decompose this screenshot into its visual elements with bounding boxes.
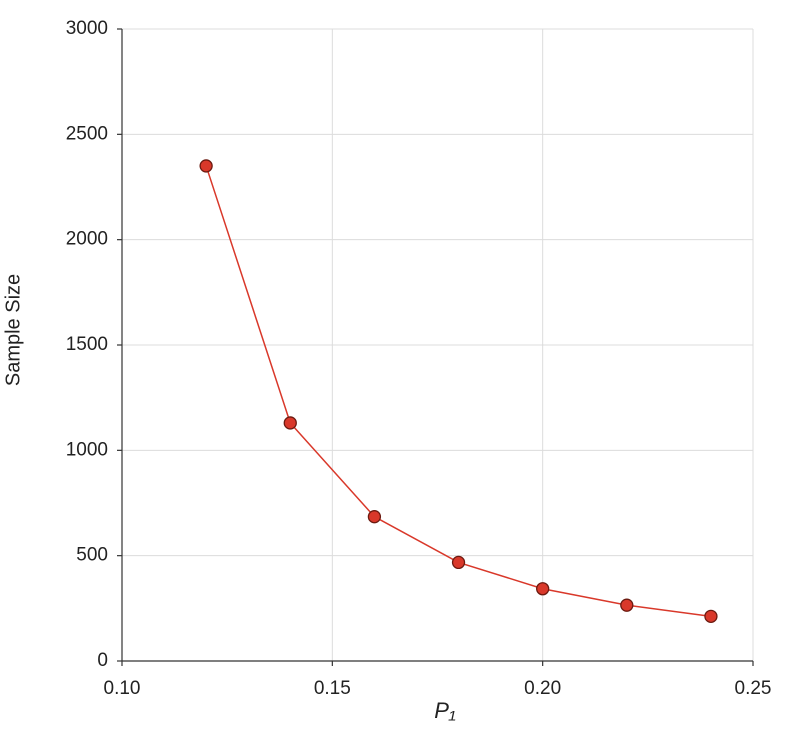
data-point <box>283 416 297 430</box>
y-tick-label: 500 <box>76 545 108 566</box>
data-point <box>620 598 634 612</box>
y-tick-label: 0 <box>97 650 108 671</box>
x-tick-label: 0.25 <box>735 678 772 699</box>
y-tick-label: 1500 <box>66 334 108 355</box>
y-tick-label: 1000 <box>66 439 108 460</box>
x-tick-label: 0.20 <box>524 678 561 699</box>
data-point <box>199 159 213 173</box>
data-point <box>536 582 550 596</box>
y-tick-label: 2000 <box>66 229 108 250</box>
y-axis-label: Sample Size <box>2 274 24 386</box>
x-tick-label: 0.15 <box>314 678 351 699</box>
y-tick-label: 3000 <box>66 18 108 39</box>
data-point <box>704 609 718 623</box>
series-line <box>205 165 712 618</box>
data-point <box>451 555 466 570</box>
x-tick-label: 0.10 <box>104 678 141 699</box>
x-axis-label: P₁ <box>434 698 456 723</box>
data-point <box>367 510 382 524</box>
y-tick-label: 2500 <box>66 123 108 144</box>
